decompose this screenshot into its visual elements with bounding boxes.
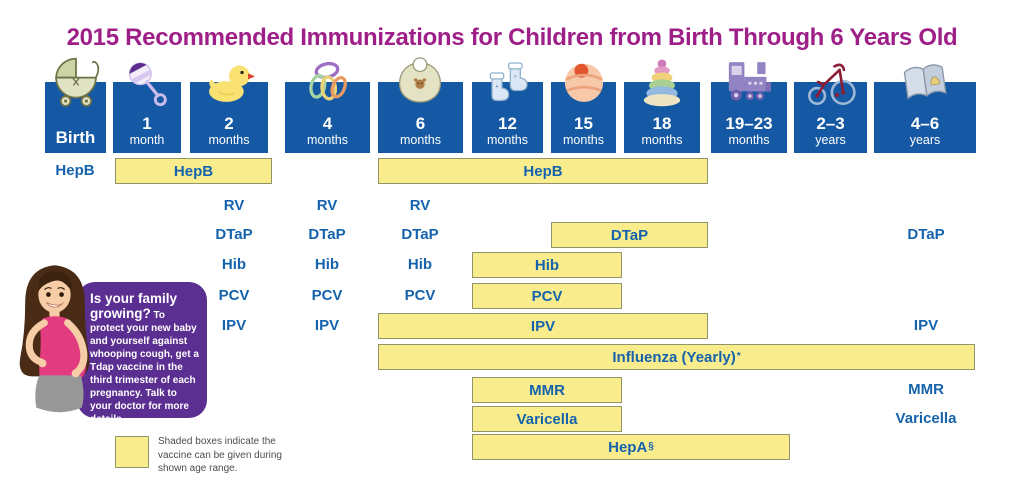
age-unit: months	[487, 132, 528, 147]
vaccine-label-pcv-4m: PCV	[311, 287, 343, 304]
age-label: 19–23	[725, 113, 773, 133]
age-label: 4	[322, 113, 333, 133]
box-label: Varicella	[516, 410, 578, 428]
age-column-4-months: 4 months	[285, 82, 370, 153]
vaccine-label-varicella-4-6y: Varicella	[895, 410, 957, 427]
vaccine-label-rv-6m: RV	[409, 197, 431, 214]
vaccine-label-pcv-6m: PCV	[404, 287, 436, 304]
ball-icon	[557, 56, 611, 108]
age-unit: months	[728, 132, 770, 147]
booties-icon	[481, 58, 533, 108]
age-unit: month	[129, 132, 165, 147]
age-column-2-months: 2 months	[190, 82, 268, 153]
vaccine-label-dtap-4m: DTaP	[308, 226, 346, 243]
tdap-callout-bubble: Is your family growing? To protect your …	[77, 282, 207, 425]
vaccine-label-rv-2m: RV	[223, 197, 245, 214]
vaccine-label-pcv-2m: PCV	[218, 287, 250, 304]
legend-text: Shaded boxes indicate the vaccine can be…	[158, 436, 282, 474]
bib-icon	[394, 57, 446, 108]
age-column-12-months: 12 months	[472, 82, 543, 153]
rattle-icon	[122, 58, 172, 108]
vaccine-range-box-hepb-1: HepB	[115, 158, 272, 184]
vaccine-label-hib-4m: Hib	[314, 256, 340, 273]
vaccine-range-box-ipv: IPV	[378, 313, 708, 339]
vaccine-label-hib-2m: Hib	[221, 256, 247, 273]
vaccine-label-ipv-2m: IPV	[221, 317, 247, 334]
vaccine-range-box-pcv: PCV	[472, 283, 622, 309]
box-label: MMR	[529, 381, 565, 399]
age-unit: months	[563, 132, 604, 147]
vaccine-label-mmr-4-6y: MMR	[908, 381, 944, 398]
age-unit: years	[909, 132, 941, 147]
duck-icon	[202, 56, 256, 108]
age-label: 6	[415, 113, 426, 133]
page-title: 2015 Recommended Immunizations for Child…	[66, 24, 958, 51]
age-unit: months	[307, 132, 348, 147]
rings-icon	[301, 58, 353, 108]
age-column-18-months: 18 months	[624, 82, 700, 153]
age-unit: years	[815, 132, 846, 147]
vaccine-label-rv-4m: RV	[316, 197, 338, 214]
age-unit: months	[208, 132, 250, 147]
footnote-marker: §	[648, 441, 654, 452]
age-label: 18	[652, 113, 672, 133]
callout-body: To protect your new baby and yourself ag…	[90, 310, 199, 425]
age-label: 12	[498, 113, 517, 133]
age-unit: months	[641, 132, 683, 147]
pregnant-woman-illustration	[4, 264, 107, 416]
pram-icon	[49, 56, 103, 108]
age-label: 1	[142, 113, 152, 133]
vaccine-label-hepb-birth: HepB	[55, 162, 95, 179]
box-label: IPV	[530, 317, 556, 335]
age-label: 2–3	[816, 113, 845, 133]
age-label: 4–6	[910, 113, 940, 133]
vaccine-range-box-hib: Hib	[472, 252, 622, 278]
box-label: HepB	[523, 162, 563, 180]
age-label: 2	[224, 113, 234, 133]
vaccine-range-box-dtap: DTaP	[551, 222, 708, 248]
vaccine-range-box-mmr: MMR	[472, 377, 622, 403]
book-icon	[898, 56, 952, 108]
age-unit: months	[400, 132, 441, 147]
age-column-1-month: 1 month	[113, 82, 181, 153]
vaccine-range-box-influenza: Influenza (Yearly) *	[378, 344, 975, 370]
train-icon	[721, 53, 777, 108]
stacking-rings-icon	[636, 56, 688, 108]
vaccine-range-box-hepa: HepA §	[472, 434, 790, 460]
age-label: Birth	[55, 128, 96, 148]
box-label: PCV	[531, 287, 563, 305]
footnote-marker: *	[736, 351, 741, 362]
box-label: Hib	[534, 256, 560, 274]
vaccine-label-dtap-4-6y: DTaP	[907, 226, 945, 243]
legend-shaded-box-swatch	[115, 436, 149, 468]
age-label: 15	[574, 113, 593, 133]
tricycle-icon	[803, 56, 859, 108]
box-label: Influenza (Yearly)	[612, 348, 736, 366]
box-label: HepB	[173, 162, 214, 180]
callout-heading: Is your family growing?	[90, 291, 178, 321]
vaccine-range-box-hepb-2: HepB	[378, 158, 708, 184]
box-label: HepA	[608, 438, 648, 456]
vaccine-label-ipv-4m: IPV	[314, 317, 340, 334]
vaccine-label-dtap-6m: DTaP	[401, 226, 439, 243]
box-label: DTaP	[610, 226, 649, 244]
vaccine-label-dtap-2m: DTaP	[215, 226, 253, 243]
vaccine-range-box-varicella: Varicella	[472, 406, 622, 432]
vaccine-label-ipv-4-6y: IPV	[913, 317, 939, 334]
vaccine-label-hib-6m: Hib	[407, 256, 433, 273]
